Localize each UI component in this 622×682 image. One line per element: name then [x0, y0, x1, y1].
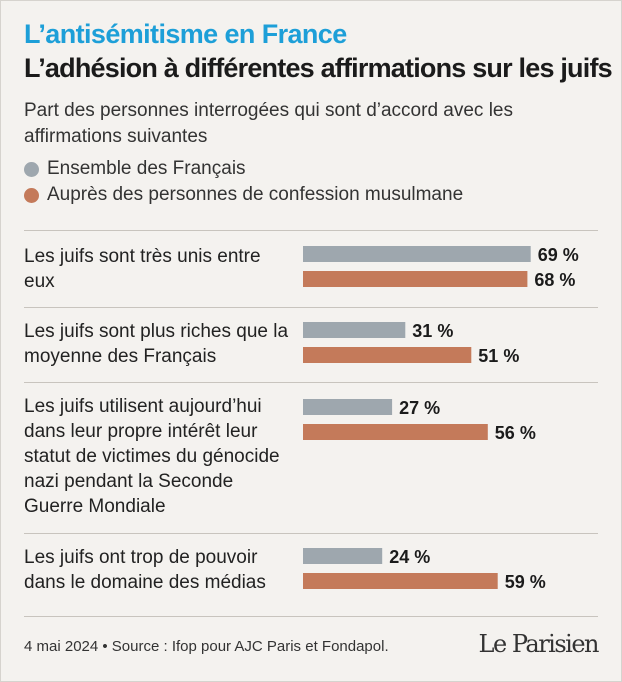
legend-item-musulmans: Auprès des personnes de confession musul… [24, 183, 463, 207]
divider [24, 533, 598, 534]
bar-value-label: 59 % [505, 572, 546, 592]
legend-item-ensemble: Ensemble des Français [24, 157, 463, 181]
bar-musulmans [303, 271, 528, 287]
chart-title: L’adhésion à différentes affirmations su… [24, 53, 613, 83]
bar-musulmans [303, 347, 472, 363]
statement-label: Les juifs ont trop de pouvoir dans le do… [24, 547, 266, 593]
bar-musulmans [303, 573, 498, 589]
bar-ensemble [303, 322, 406, 338]
bar-ensemble [303, 399, 393, 415]
statement-label: Les juifs sont très unis entre eux [24, 246, 261, 292]
le-parisien-logo: Le Parisien [478, 630, 600, 658]
bar-ensemble [303, 246, 531, 262]
source-footer: 4 mai 2024 • Source : Ifop pour AJC Pari… [24, 638, 389, 655]
bar-value-label: 24 % [389, 547, 430, 567]
bar-value-label: 31 % [412, 321, 453, 341]
chart-subtitle: Part des personnes interrogées qui sont … [24, 100, 513, 147]
legend-swatch-musulmans [24, 187, 39, 203]
bar-value-label: 51 % [478, 346, 519, 366]
divider [24, 230, 598, 231]
divider [24, 307, 598, 308]
chart-kicker: L’antisémitisme en France [24, 19, 347, 49]
legend-swatch-ensemble [24, 161, 39, 177]
bar-value-label: 27 % [399, 398, 440, 418]
statement-label: Les juifs sont plus riches que la moyenn… [24, 321, 289, 367]
statement-label: Les juifs utilisent aujourd’hui dans leu… [24, 396, 280, 517]
divider [24, 382, 598, 383]
legend-label-ensemble: Ensemble des Français [47, 158, 246, 179]
bar-ensemble [303, 548, 383, 564]
bar-value-label: 56 % [495, 423, 536, 443]
bar-value-label: 69 % [538, 245, 579, 265]
bar-value-label: 68 % [534, 270, 575, 290]
legend-label-musulmans: Auprès des personnes de confession musul… [47, 184, 464, 205]
divider [24, 616, 598, 617]
legend: Ensemble des Français Auprès des personn… [24, 157, 463, 209]
bar-musulmans [303, 424, 488, 440]
